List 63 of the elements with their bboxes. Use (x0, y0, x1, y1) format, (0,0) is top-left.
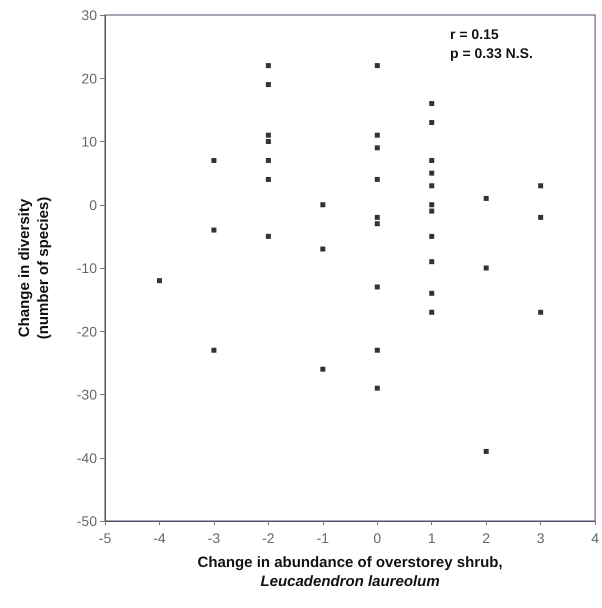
y-tick-label: -50 (76, 513, 98, 529)
point (429, 259, 434, 264)
x-tick-label: 2 (482, 530, 490, 546)
x-tick-label: -2 (262, 530, 275, 546)
point (320, 366, 326, 372)
point (429, 310, 434, 315)
x-tick-label: 3 (536, 530, 545, 546)
point (484, 266, 489, 270)
point (266, 82, 271, 88)
point (538, 214, 544, 220)
x-tick-label: 1 (428, 530, 436, 546)
x-tick-label: 4 (591, 530, 600, 546)
x-tick-label: -5 (98, 530, 112, 546)
point (374, 348, 380, 353)
y-tick-label: -10 (76, 260, 98, 276)
point (538, 183, 544, 188)
point (266, 158, 271, 163)
point (538, 310, 544, 315)
x-tick-label: -3 (208, 530, 220, 546)
point (429, 158, 434, 163)
y-tick-label: 0 (89, 196, 98, 213)
point (211, 228, 216, 233)
point (266, 63, 271, 68)
point (156, 278, 162, 284)
point (429, 170, 434, 176)
point (266, 139, 271, 144)
x-tick-label: -1 (316, 530, 330, 546)
point (320, 246, 326, 252)
point (374, 386, 380, 391)
point (429, 234, 434, 239)
point (374, 145, 380, 150)
point (374, 63, 380, 68)
point (429, 101, 434, 106)
point (484, 196, 489, 201)
point (320, 202, 326, 208)
y-axis-title: Change in diversity (number of species) (16, 196, 52, 340)
point (266, 176, 271, 182)
y-tick-label: -30 (76, 386, 98, 402)
point (211, 348, 216, 353)
point (429, 183, 434, 188)
y-tick-label: -20 (76, 323, 98, 340)
point (429, 202, 434, 208)
point (266, 132, 271, 138)
point (374, 284, 380, 290)
y-tick-label: 30 (81, 7, 98, 23)
point (484, 448, 489, 454)
x-axis-title: Change in abundance of overstorey shrub, Leucadendron laureolum (198, 554, 503, 590)
point (429, 120, 434, 126)
point (374, 176, 380, 182)
y-tick-label: -40 (76, 450, 98, 466)
annotation: p = 0.33 N.S. (450, 45, 533, 61)
point (374, 132, 380, 138)
y-tick-label: 10 (81, 134, 98, 150)
annotation: r = 0.15 (450, 26, 499, 42)
point (429, 208, 434, 214)
x-tick-label: 0 (373, 530, 382, 546)
point (266, 234, 271, 239)
y-tick-label: 20 (81, 70, 98, 86)
point (374, 214, 380, 220)
point (211, 158, 216, 163)
x-tick-label: -4 (153, 530, 166, 546)
point (374, 221, 380, 226)
point (429, 290, 434, 296)
